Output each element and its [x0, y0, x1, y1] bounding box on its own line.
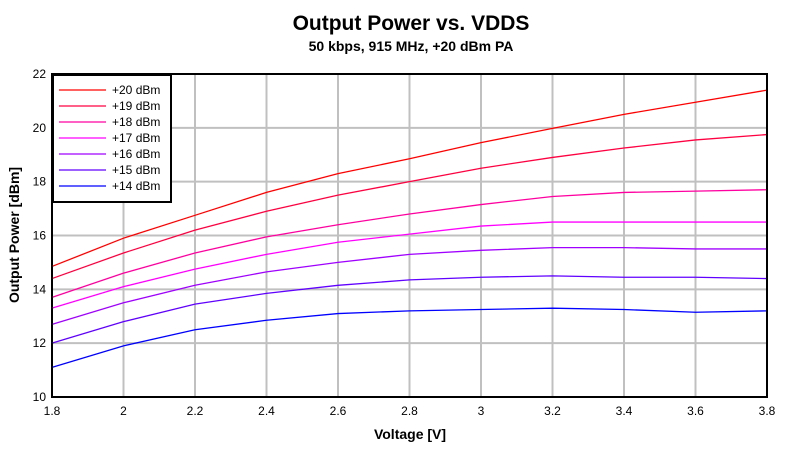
y-tick-label: 20: [33, 121, 47, 135]
y-axis-label: Output Power [dBm]: [6, 167, 22, 303]
series-line-16dbm: [51, 246, 767, 325]
series-line-20dbm: [51, 89, 768, 268]
y-tick-label: 12: [33, 336, 47, 350]
legend-label: +16 dBm: [112, 147, 160, 161]
x-tick-label: 3.8: [759, 404, 776, 418]
x-tick-label: 1.8: [44, 404, 61, 418]
x-tick-label: 2.2: [187, 404, 204, 418]
x-tick-label: 2.6: [330, 404, 347, 418]
chart-title: Output Power vs. VDDS: [293, 12, 530, 35]
series-line-15dbm: [51, 275, 768, 344]
legend: +20 dBm +19 dBm +18 dBm +17 dBm +16 dBm +15 d…: [52, 74, 172, 203]
x-axis-label: Voltage [V]: [374, 426, 446, 442]
y-tick-label: 22: [33, 67, 47, 81]
series-line-14dbm: [51, 307, 768, 369]
plot-frame: [51, 73, 768, 398]
legend-label: +17 dBm: [112, 131, 160, 145]
x-tick-label: 2.4: [258, 404, 275, 418]
y-tick-label: 10: [33, 390, 47, 404]
legend-label: +14 dBm: [112, 179, 160, 193]
y-tick-label: 14: [33, 282, 47, 296]
y-tick-label: 16: [33, 229, 47, 243]
chart-subtitle: 50 kbps, 915 MHz, +20 dBm PA: [309, 38, 514, 54]
x-tick-label: 3.6: [687, 404, 704, 418]
series-line-17dbm: [51, 221, 767, 309]
x-tick-label: 2: [120, 404, 127, 418]
ticks: 1.8 2 2.2 2.4 2.6 2.8 3 3.2 3.4 3.6 3.8 10 12 14 16 18 2…: [33, 67, 776, 418]
series-group: [51, 89, 768, 369]
x-tick-label: 3.4: [616, 404, 633, 418]
legend-label: +20 dBm: [112, 83, 160, 97]
series-line-19dbm: [51, 133, 768, 280]
x-tick-label: 3: [478, 404, 485, 418]
x-tick-label: 3.2: [544, 404, 561, 418]
x-tick-label: 2.8: [401, 404, 418, 418]
y-tick-label: 18: [33, 175, 47, 189]
legend-label: +15 dBm: [112, 163, 160, 177]
legend-label: +19 dBm: [112, 99, 160, 113]
legend-label: +18 dBm: [112, 115, 160, 129]
series-line-18dbm: [51, 189, 768, 299]
